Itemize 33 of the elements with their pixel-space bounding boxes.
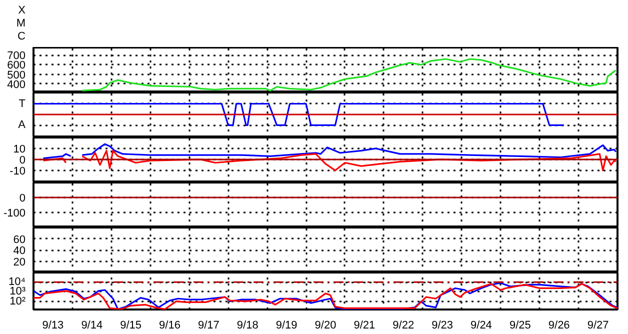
x-tick-label: 9/20 <box>314 320 336 332</box>
x-tick-label: 9/15 <box>120 320 142 332</box>
y-tick-label: 60 <box>13 234 26 246</box>
text: X <box>18 4 26 16</box>
x-tick-label: 9/24 <box>470 320 492 332</box>
y-tick-label: 600 <box>7 60 26 72</box>
x-tick-label: 9/14 <box>81 320 103 332</box>
y-tick-label: 10² <box>10 295 26 308</box>
x-tick-label: 9/13 <box>42 320 64 332</box>
y-tick-label: 400 <box>7 78 26 91</box>
y-tick-label: 20 <box>13 256 26 268</box>
y-tick-label: 500 <box>7 69 26 82</box>
x-tick-label: 9/26 <box>548 320 570 332</box>
text: A <box>18 119 26 132</box>
x-tick-label: 9/16 <box>159 320 180 332</box>
y-tick-label: 0 <box>19 192 26 204</box>
x-tick-label: 9/27 <box>587 320 609 332</box>
text: T <box>18 98 26 110</box>
x-tick-label: 9/19 <box>276 320 298 332</box>
y-tick-label: 10 <box>13 143 26 156</box>
x-tick-label: 9/21 <box>354 320 376 332</box>
x-tick-label: 9/17 <box>198 320 220 332</box>
y-tick-label: 40 <box>13 245 26 257</box>
text: C <box>18 30 26 42</box>
y-tick-label: 0 <box>19 154 26 166</box>
y-tick-label: -100 <box>3 208 26 220</box>
text: M <box>16 17 26 30</box>
y-tick-label: -10 <box>10 165 26 178</box>
x-tick-label: 9/18 <box>236 320 258 332</box>
x-tick-label: 9/25 <box>509 320 531 332</box>
x-tick-label: 9/23 <box>432 320 454 332</box>
x-tick-label: 9/22 <box>392 320 414 332</box>
y-tick-label: 10³ <box>10 286 26 298</box>
